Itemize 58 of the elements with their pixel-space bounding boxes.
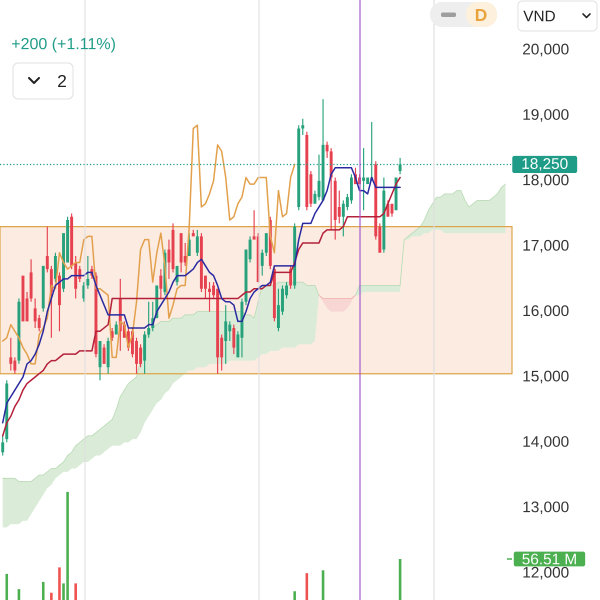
y-tick-label: 14,000 bbox=[523, 436, 569, 449]
bar bbox=[5, 574, 8, 600]
candlestick bbox=[114, 321, 118, 334]
y-tick-label: 12,000 bbox=[523, 566, 569, 580]
candlestick bbox=[232, 324, 236, 354]
y-tick-label: 19,000 bbox=[523, 109, 569, 122]
candlestick bbox=[74, 256, 78, 299]
candlestick bbox=[106, 338, 110, 374]
y-tick-label: 20,000 bbox=[523, 44, 569, 56]
candlestick bbox=[390, 204, 394, 217]
candlestick bbox=[326, 142, 329, 158]
candlestick bbox=[301, 118, 304, 136]
candlestick bbox=[22, 276, 24, 322]
candlestick bbox=[17, 298, 20, 364]
text: +200 (+1.11%) bbox=[12, 38, 115, 52]
bar bbox=[306, 573, 308, 600]
y2-tick-label: 56.51 M bbox=[522, 554, 576, 564]
candlestick bbox=[30, 259, 33, 302]
y-tick-label: 17,000 bbox=[523, 240, 569, 253]
candlestick bbox=[305, 132, 308, 210]
candlestick bbox=[58, 272, 61, 332]
candlestick bbox=[240, 298, 244, 358]
bar bbox=[18, 589, 20, 600]
candlestick bbox=[34, 298, 37, 328]
candlestick bbox=[180, 233, 183, 272]
candlestick bbox=[1, 436, 4, 456]
candlestick bbox=[276, 288, 280, 332]
bar bbox=[66, 492, 69, 600]
candlestick bbox=[86, 256, 90, 289]
candlestick bbox=[293, 223, 296, 289]
candlestick bbox=[224, 305, 228, 364]
candlestick bbox=[46, 226, 49, 272]
y-tick-label: 15,000 bbox=[523, 370, 569, 384]
bar bbox=[322, 570, 324, 600]
candlestick bbox=[334, 178, 337, 240]
ref-line-label: 18,250 bbox=[522, 158, 568, 171]
candlestick bbox=[143, 331, 146, 374]
y-axis-title: VND bbox=[523, 10, 555, 22]
candlestick bbox=[196, 230, 199, 256]
bar bbox=[42, 582, 45, 600]
annotation: D bbox=[476, 9, 487, 21]
candlestick bbox=[147, 302, 150, 338]
y-tick-label: 16,000 bbox=[523, 305, 569, 318]
annotation: 2 bbox=[58, 74, 66, 88]
candlestick bbox=[9, 338, 12, 370]
bar bbox=[74, 583, 77, 600]
bar bbox=[50, 592, 53, 600]
candlestick bbox=[382, 178, 386, 253]
bar bbox=[58, 567, 61, 600]
candlestick bbox=[260, 249, 264, 276]
candlestick bbox=[98, 341, 102, 380]
candlestick bbox=[192, 230, 195, 236]
candlestick bbox=[70, 214, 74, 270]
y-tick-label: 13,000 bbox=[523, 501, 569, 514]
candlestick bbox=[159, 269, 162, 299]
candlestick bbox=[102, 344, 106, 364]
y-tick-label: 18,000 bbox=[523, 174, 569, 188]
bar bbox=[293, 591, 296, 600]
